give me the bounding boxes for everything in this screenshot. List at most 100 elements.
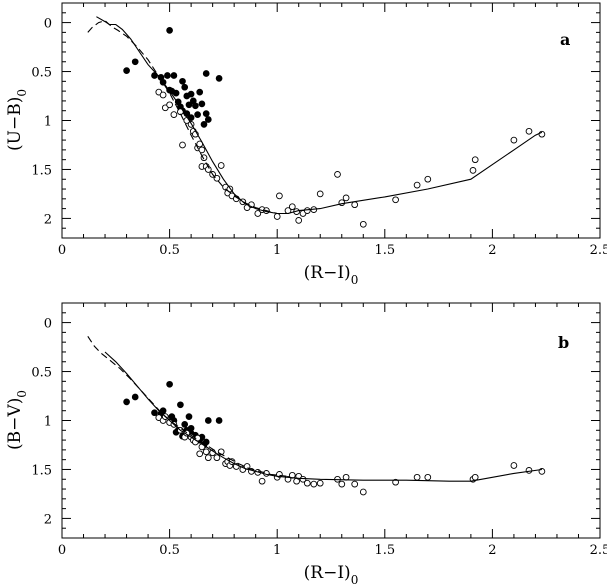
panel-a-point-open — [166, 101, 173, 109]
panel-a-point-open — [316, 190, 324, 198]
panel-a-ticks: 0 0.5 1 1.5 2 2.5 0 0.5 1 1.5 2 — [31, 3, 607, 258]
panel-b-xtick-label: 1.5 — [374, 543, 395, 558]
panel-a-point-open — [295, 217, 303, 224]
panel-b-point-open — [316, 479, 324, 487]
panel-b-point-open — [299, 475, 307, 483]
panel-b-xtick-label: 0 — [58, 543, 66, 558]
panel-a-point-filled — [215, 75, 223, 82]
panel-a-dashed-line — [87, 19, 288, 215]
panel-a-point-open — [334, 171, 341, 178]
panel-a-point-open — [217, 162, 225, 169]
panel-a-point-open — [471, 156, 479, 164]
panel-a-point-open — [538, 130, 546, 138]
panel-a-point-filled — [202, 110, 210, 117]
panel-b: 0 0.5 1 1.5 2 2.5 0 0.5 1 1.5 2 b (R−I)0 (B−V)0 — [5, 302, 607, 585]
panel-a-point-open — [392, 196, 399, 204]
panel-a-point-filled — [170, 72, 178, 79]
panel-a-point-filled — [198, 100, 206, 108]
panel-a-point-filled — [131, 58, 139, 66]
panel-b-ylabel: (B−V)0 — [5, 390, 29, 450]
panel-b-point-open — [525, 467, 533, 474]
panel-a-xtick-label: 0.5 — [159, 243, 180, 258]
panel-b-point-filled — [204, 417, 212, 424]
panel-b-xtick-label: 1 — [273, 543, 281, 558]
panel-a-point-filled — [172, 89, 180, 97]
panel-b-point-open — [359, 488, 367, 496]
panel-a-ylabel: (U−B)0 — [5, 89, 29, 151]
panel-a-point-filled — [181, 83, 189, 91]
panel-a-point-filled — [200, 121, 208, 128]
panel-b-xlabel: (R−I)0 — [304, 563, 359, 585]
panel-b-point-open — [351, 480, 359, 488]
panel-b-point-open — [258, 477, 266, 485]
panel-a-point-open — [424, 175, 432, 183]
panel-b-ytick-label: 0 — [44, 317, 52, 332]
panel-b-point-open — [338, 480, 346, 488]
panel-b-xtick-label: 2 — [488, 543, 496, 558]
panel-a-point-open — [198, 146, 206, 154]
panel-a-point-open — [170, 111, 178, 118]
panel-b-marks — [87, 335, 546, 496]
panel-a-point-open — [413, 181, 421, 189]
panel-b-point-open — [424, 473, 432, 481]
panel-b-ytick-label: 1 — [44, 415, 52, 430]
panel-a-letter: a — [560, 30, 570, 49]
panel-a-point-filled — [164, 72, 171, 79]
panel-b-point-filled — [166, 380, 173, 388]
panel-a-point-open — [359, 220, 367, 228]
panel-b-ytick-label: 0.5 — [31, 366, 52, 381]
panel-a-ytick-label: 2 — [44, 212, 52, 227]
panel-a-point-filled — [187, 90, 195, 98]
panel-a-point-open — [303, 207, 311, 214]
panel-b-point-filled — [131, 393, 139, 401]
panel-b-point-filled — [151, 409, 158, 417]
panel-a-point-filled — [204, 116, 212, 123]
panel-a-ytick-label: 1.5 — [31, 163, 52, 178]
panel-a-xtick-label: 2 — [488, 243, 496, 258]
panel-a-point-open — [254, 210, 262, 217]
panel-a-point-open — [159, 91, 167, 99]
panel-a-xtick-label: 1 — [273, 243, 281, 258]
panel-a-xlabel: (R−I)0 — [304, 263, 359, 287]
panel-b-point-open — [471, 473, 479, 481]
panel-a-point-open — [213, 174, 221, 182]
panel-a-point-open — [342, 194, 350, 202]
panel-b-point-filled — [215, 417, 223, 424]
panel-a-xtick-label: 0 — [58, 243, 66, 258]
panel-a-point-open — [351, 201, 359, 209]
panel-b-point-filled — [185, 413, 193, 420]
panel-b-ytick-label: 1.5 — [31, 463, 52, 478]
panel-a: 0 0.5 1 1.5 2 2.5 0 0.5 1 1.5 2 a (R−I)0 (U−B)0 — [5, 2, 607, 287]
panel-a-point-filled — [123, 67, 130, 74]
panel-a-point-open — [288, 203, 296, 211]
panel-a-xtick-label: 1.5 — [374, 243, 395, 258]
panel-a-point-open — [338, 199, 346, 207]
panel-b-point-open — [392, 478, 399, 486]
panel-b-point-open — [303, 479, 311, 487]
panel-a-point-open — [510, 136, 518, 144]
panel-a-ytick-label: 0.5 — [31, 66, 52, 81]
panel-b-point-filled — [181, 421, 189, 428]
panel-a-point-open — [525, 127, 533, 135]
panel-a-point-filled — [202, 70, 210, 77]
panel-b-point-filled — [123, 398, 130, 406]
panel-b-xtick-label: 2.5 — [590, 543, 607, 558]
panel-a-ytick-label: 0 — [44, 17, 52, 32]
panel-b-point-open — [196, 450, 204, 458]
panel-a-marks — [87, 16, 546, 228]
panel-b-point-open — [510, 462, 518, 469]
panel-a-point-filled — [192, 102, 199, 110]
panel-b-point-open — [213, 454, 221, 462]
panel-b-point-open — [202, 448, 210, 456]
panel-b-ticks: 0 0.5 1 1.5 2 2.5 0 0.5 1 1.5 2 — [31, 303, 607, 558]
panel-a-frame — [61, 2, 601, 239]
panel-a-xtick-label: 2.5 — [590, 243, 607, 258]
panel-a-point-filled — [194, 111, 201, 118]
panel-b-point-open — [413, 473, 421, 481]
panel-b-point-filled — [177, 401, 184, 409]
panel-a-point-open — [179, 141, 186, 149]
panel-b-xtick-label: 0.5 — [159, 543, 180, 558]
panel-a-point-open — [273, 213, 281, 220]
panel-a-point-filled — [185, 101, 193, 109]
